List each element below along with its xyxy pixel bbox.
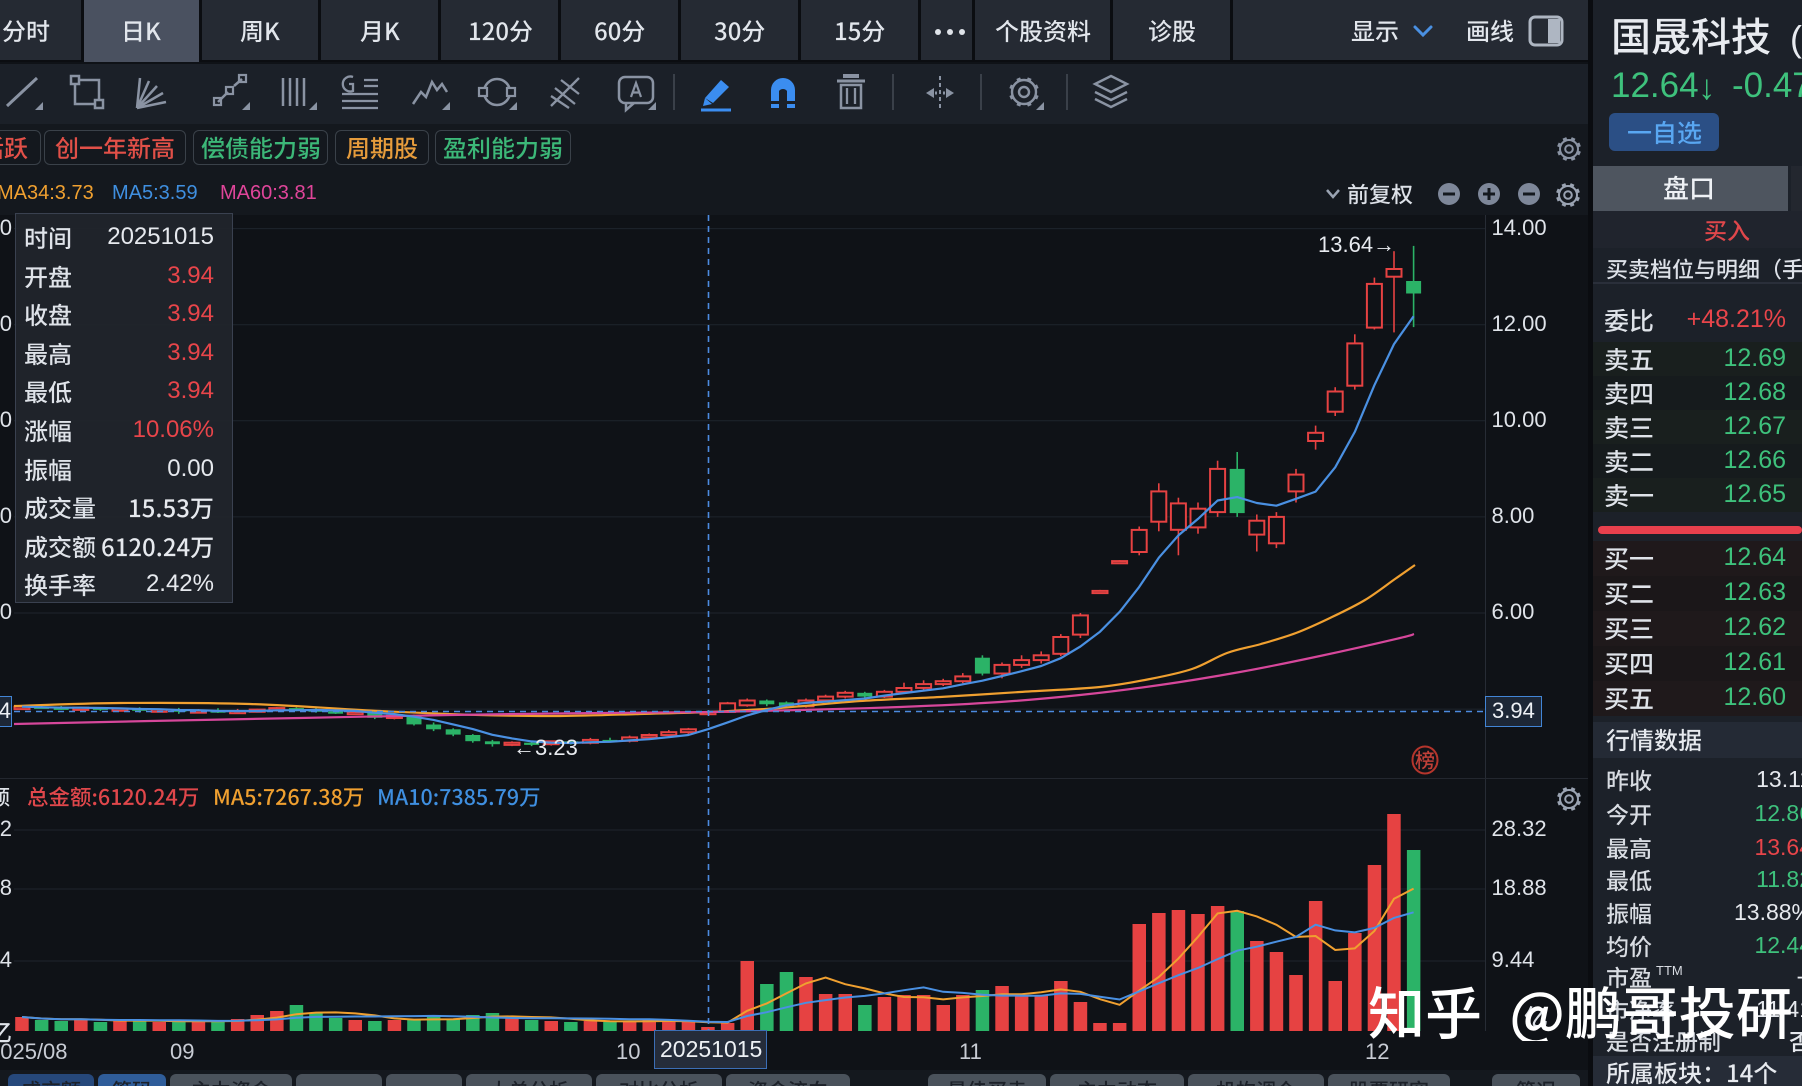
svg-text:←3.23: ←3.23 <box>513 735 578 760</box>
svg-text:13.64→: 13.64→ <box>1318 232 1395 257</box>
